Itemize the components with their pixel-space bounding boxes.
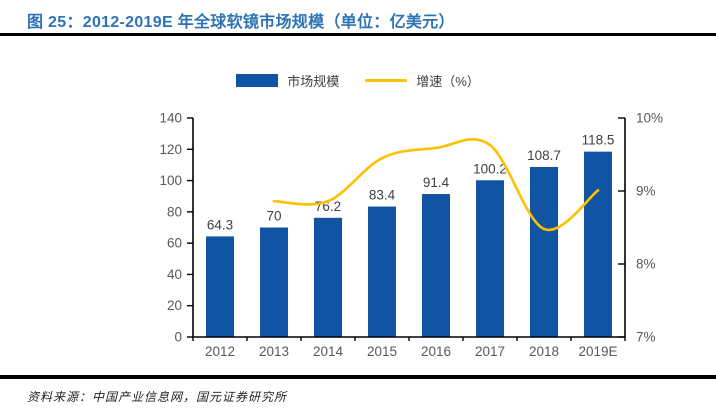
x-axis-category-label: 2015 bbox=[367, 344, 397, 359]
left-axis-tick-label: 120 bbox=[159, 142, 182, 157]
figure-footer-bar: 资料来源：中国产业信息网，国元证券研究所 bbox=[0, 375, 716, 413]
right-axis-tick-label: 7% bbox=[636, 330, 656, 345]
bar-value-label: 118.5 bbox=[582, 133, 615, 148]
right-axis-tick-label: 8% bbox=[636, 257, 656, 272]
legend-item-market-size: 市场规模 bbox=[236, 71, 339, 90]
bar-value-label: 108.7 bbox=[527, 148, 561, 163]
left-axis-tick-label: 0 bbox=[174, 330, 182, 345]
bar-value-label: 83.4 bbox=[369, 188, 396, 203]
x-axis-category-label: 2017 bbox=[475, 344, 505, 359]
bar-value-label: 100.2 bbox=[473, 161, 507, 176]
legend-line-label: 增速（%） bbox=[416, 74, 480, 89]
bar bbox=[260, 227, 288, 337]
legend-item-growth: 增速（%） bbox=[365, 71, 480, 90]
right-axis-tick-label: 10% bbox=[636, 111, 663, 126]
chart-legend: 市场规模 增速（%） bbox=[0, 71, 716, 90]
x-axis-category-label: 2019E bbox=[578, 344, 617, 359]
figure-title: 图 25：2012-2019E 年全球软镜市场规模（单位：亿美元） bbox=[27, 14, 455, 31]
left-axis-tick-label: 20 bbox=[167, 298, 182, 313]
bar-value-label: 91.4 bbox=[423, 175, 450, 190]
bar bbox=[206, 236, 234, 337]
bar-value-label: 64.3 bbox=[207, 217, 233, 232]
bar bbox=[314, 217, 342, 337]
left-axis-tick-label: 80 bbox=[167, 204, 182, 219]
legend-line-swatch bbox=[365, 79, 408, 82]
x-axis-category-label: 2014 bbox=[313, 344, 344, 359]
figure-title-bar: 图 25：2012-2019E 年全球软镜市场规模（单位：亿美元） bbox=[0, 0, 716, 36]
bar-value-label: 70 bbox=[266, 209, 281, 224]
source-note: 资料来源：中国产业信息网，国元证券研究所 bbox=[27, 390, 288, 404]
right-axis-tick-label: 9% bbox=[636, 184, 656, 199]
left-axis-tick-label: 40 bbox=[167, 267, 182, 282]
left-axis-tick-label: 140 bbox=[159, 111, 182, 126]
bar bbox=[530, 166, 558, 337]
legend-bar-label: 市场规模 bbox=[287, 74, 340, 89]
legend-bar-swatch bbox=[236, 74, 279, 87]
growth-line bbox=[272, 138, 600, 232]
bar bbox=[368, 206, 396, 337]
left-axis-tick-label: 60 bbox=[167, 236, 182, 251]
x-axis-category-label: 2018 bbox=[529, 344, 559, 359]
bar bbox=[476, 180, 504, 337]
bar bbox=[584, 151, 612, 337]
x-axis-category-label: 2013 bbox=[259, 344, 289, 359]
left-axis-tick-label: 100 bbox=[159, 173, 182, 188]
bar bbox=[422, 194, 450, 337]
x-axis-category-label: 2016 bbox=[421, 344, 451, 359]
x-axis-category-label: 2012 bbox=[205, 344, 235, 359]
